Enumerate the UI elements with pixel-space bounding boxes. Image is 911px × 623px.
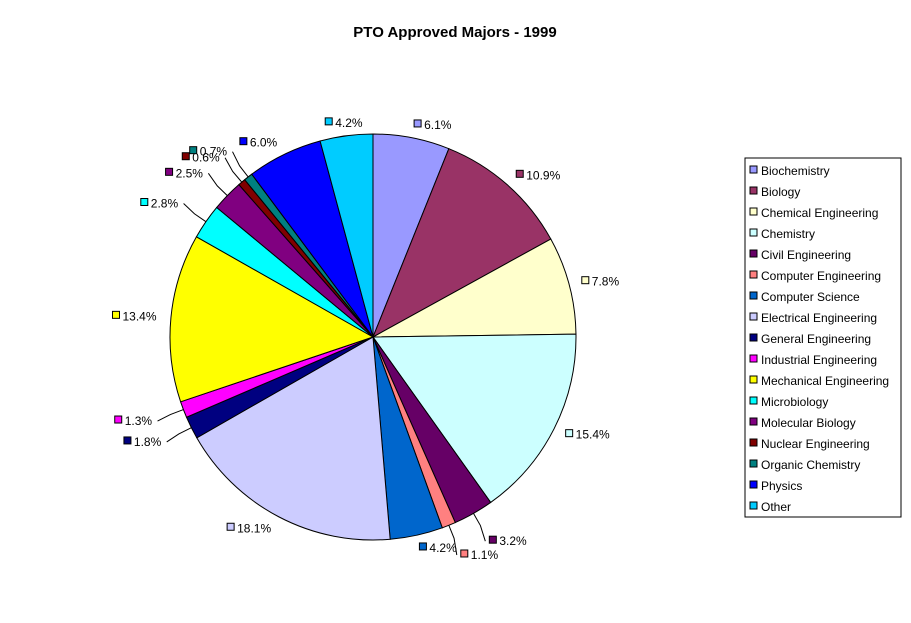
legend-label-nuclear-engineering: Nuclear Engineering [761, 437, 870, 451]
legend-key-other [749, 501, 758, 510]
data-label-key-physics [239, 137, 248, 146]
legend-key-mechanical-engineering [749, 375, 758, 384]
data-label-key-general-engineering [123, 436, 132, 445]
data-label-civil-engineering: 3.2% [499, 534, 527, 548]
slice-chemistry [372, 333, 577, 504]
legend-label-biology: Biology [761, 185, 800, 199]
data-label-key-biochemistry [413, 119, 422, 128]
legend-key-industrial-engineering [749, 354, 758, 363]
legend-key-organic-chemistry [749, 459, 758, 468]
data-label-key-microbiology [140, 198, 149, 207]
legend-label-other: Other [761, 500, 791, 514]
data-label-key-industrial-engineering [114, 415, 123, 424]
data-label-key-molecular-biology [165, 167, 174, 176]
legend-key-civil-engineering [749, 249, 758, 258]
legend-label-mechanical-engineering: Mechanical Engineering [761, 374, 889, 388]
leader-line-organic-chemistry [232, 151, 249, 178]
data-label-chemical-engineering: 7.8% [592, 275, 620, 289]
data-label-computer-science: 4.2% [429, 541, 457, 555]
slice-other [319, 133, 374, 338]
data-label-key-chemistry [565, 429, 574, 438]
legend-label-microbiology: Microbiology [761, 395, 828, 409]
legend-key-computer-science [749, 291, 758, 300]
legend-label-organic-chemistry: Organic Chemistry [761, 458, 860, 472]
legend-label-electrical-engineering: Electrical Engineering [761, 311, 877, 325]
legend [744, 157, 902, 518]
leader-line-civil-engineering [473, 513, 486, 542]
leader-line-molecular-biology [207, 173, 228, 196]
data-label-organic-chemistry: 0.7% [200, 145, 228, 159]
legend-label-biochemistry: Biochemistry [761, 164, 830, 178]
leader-line-microbiology [183, 203, 207, 223]
legend-label-physics: Physics [761, 479, 802, 493]
data-label-key-computer-science [418, 542, 427, 551]
data-label-key-computer-engineering [460, 549, 469, 558]
data-labels: 6.1% 10.9% 7.8% 15.4% 3.2%1.1% 4.2% 18.1% 1.8% 1… [111, 116, 620, 562]
legend-label-chemistry: Chemistry [761, 227, 815, 241]
legend-key-nuclear-engineering [749, 438, 758, 447]
data-label-nuclear-engineering: 0.6% [192, 151, 220, 165]
leader-line-industrial-engineering [157, 409, 184, 422]
data-label-chemistry: 15.4% [576, 428, 610, 442]
data-label-key-biology [515, 169, 524, 178]
data-label-physics: 6.0% [250, 136, 278, 150]
legend-key-physics [749, 480, 758, 489]
legend-label-chemical-engineering: Chemical Engineering [761, 206, 878, 220]
data-label-microbiology: 2.8% [151, 197, 179, 211]
legend-key-electrical-engineering [749, 312, 758, 321]
data-label-key-civil-engineering [488, 535, 497, 544]
legend-key-chemistry [749, 228, 758, 237]
data-label-biology: 10.9% [526, 168, 560, 182]
data-label-key-other [324, 117, 333, 126]
data-label-molecular-biology: 2.5% [176, 166, 204, 180]
data-label-electrical-engineering: 18.1% [237, 521, 271, 535]
data-label-biochemistry: 6.1% [424, 118, 452, 132]
legend-key-molecular-biology [749, 417, 758, 426]
data-label-computer-engineering: 1.1% [471, 548, 499, 562]
legend-key-general-engineering [749, 333, 758, 342]
slice-biology [372, 148, 552, 339]
data-label-other: 4.2% [335, 116, 363, 130]
legend-label-computer-engineering: Computer Engineering [761, 269, 881, 283]
slice-chemical-engineering [372, 238, 577, 338]
legend-label-computer-science: Computer Science [761, 290, 860, 304]
data-label-key-mechanical-engineering [111, 310, 120, 319]
legend-key-biochemistry [749, 165, 758, 174]
data-label-general-engineering: 1.8% [134, 435, 162, 449]
legend-label-general-engineering: General Engineering [761, 332, 871, 346]
slice-mechanical-engineering [169, 236, 375, 403]
data-label-key-organic-chemistry [189, 146, 198, 155]
data-label-mechanical-engineering: 13.4% [122, 309, 156, 323]
slice-electrical-engineering [196, 336, 391, 541]
legend-label-civil-engineering: Civil Engineering [761, 248, 851, 262]
data-label-industrial-engineering: 1.3% [125, 414, 153, 428]
data-label-key-electrical-engineering [226, 522, 235, 531]
legend-key-microbiology [749, 396, 758, 405]
legend-label-molecular-biology: Molecular Biology [761, 416, 856, 430]
legend-label-industrial-engineering: Industrial Engineering [761, 353, 877, 367]
chart-title: PTO Approved Majors - 1999 [353, 24, 556, 41]
data-label-key-chemical-engineering [581, 276, 590, 285]
leader-line-general-engineering [166, 427, 192, 443]
legend-key-biology [749, 186, 758, 195]
leader-line-computer-engineering [448, 525, 458, 556]
data-label-key-nuclear-engineering [181, 152, 190, 161]
legend-key-computer-engineering [749, 270, 758, 279]
leader-line-nuclear-engineering [224, 157, 243, 183]
legend-key-chemical-engineering [749, 207, 758, 216]
pie-slices [169, 133, 577, 541]
legend-entries: Biochemistry Biology Chemical Engineering C… [749, 164, 889, 514]
